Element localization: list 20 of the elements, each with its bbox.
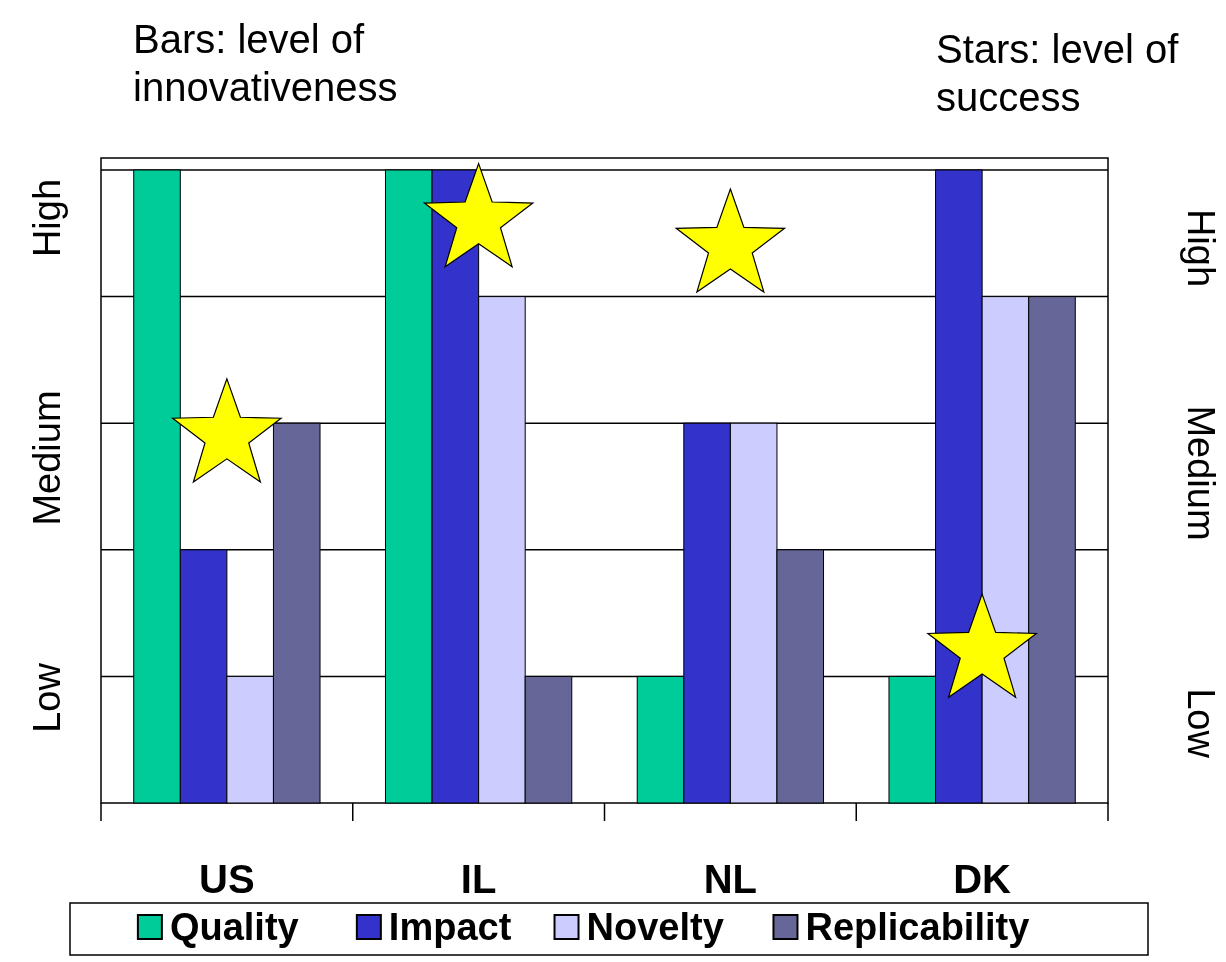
text: Medium [26, 390, 68, 526]
x-tick-label: DK [953, 857, 1012, 901]
text: Low [26, 662, 68, 733]
x-tick-label: NL [703, 857, 758, 901]
text: High [1180, 208, 1222, 288]
legend-label: Replicability [805, 906, 1030, 948]
text: Low [1180, 688, 1222, 759]
text: High [26, 178, 68, 258]
point [172, 378, 282, 483]
point [423, 163, 534, 268]
text: Stars: level of success [936, 27, 1180, 119]
legend-label: Quality [169, 906, 299, 948]
text: Medium [1180, 405, 1222, 541]
point [675, 188, 786, 293]
x-tick-label: US [199, 857, 255, 901]
point [927, 593, 1037, 698]
legend-label: Impact [388, 906, 512, 948]
legend-label: Novelty [586, 906, 724, 948]
text: Bars: level of innovativeness [133, 17, 398, 109]
x-tick-label: IL [460, 857, 497, 901]
